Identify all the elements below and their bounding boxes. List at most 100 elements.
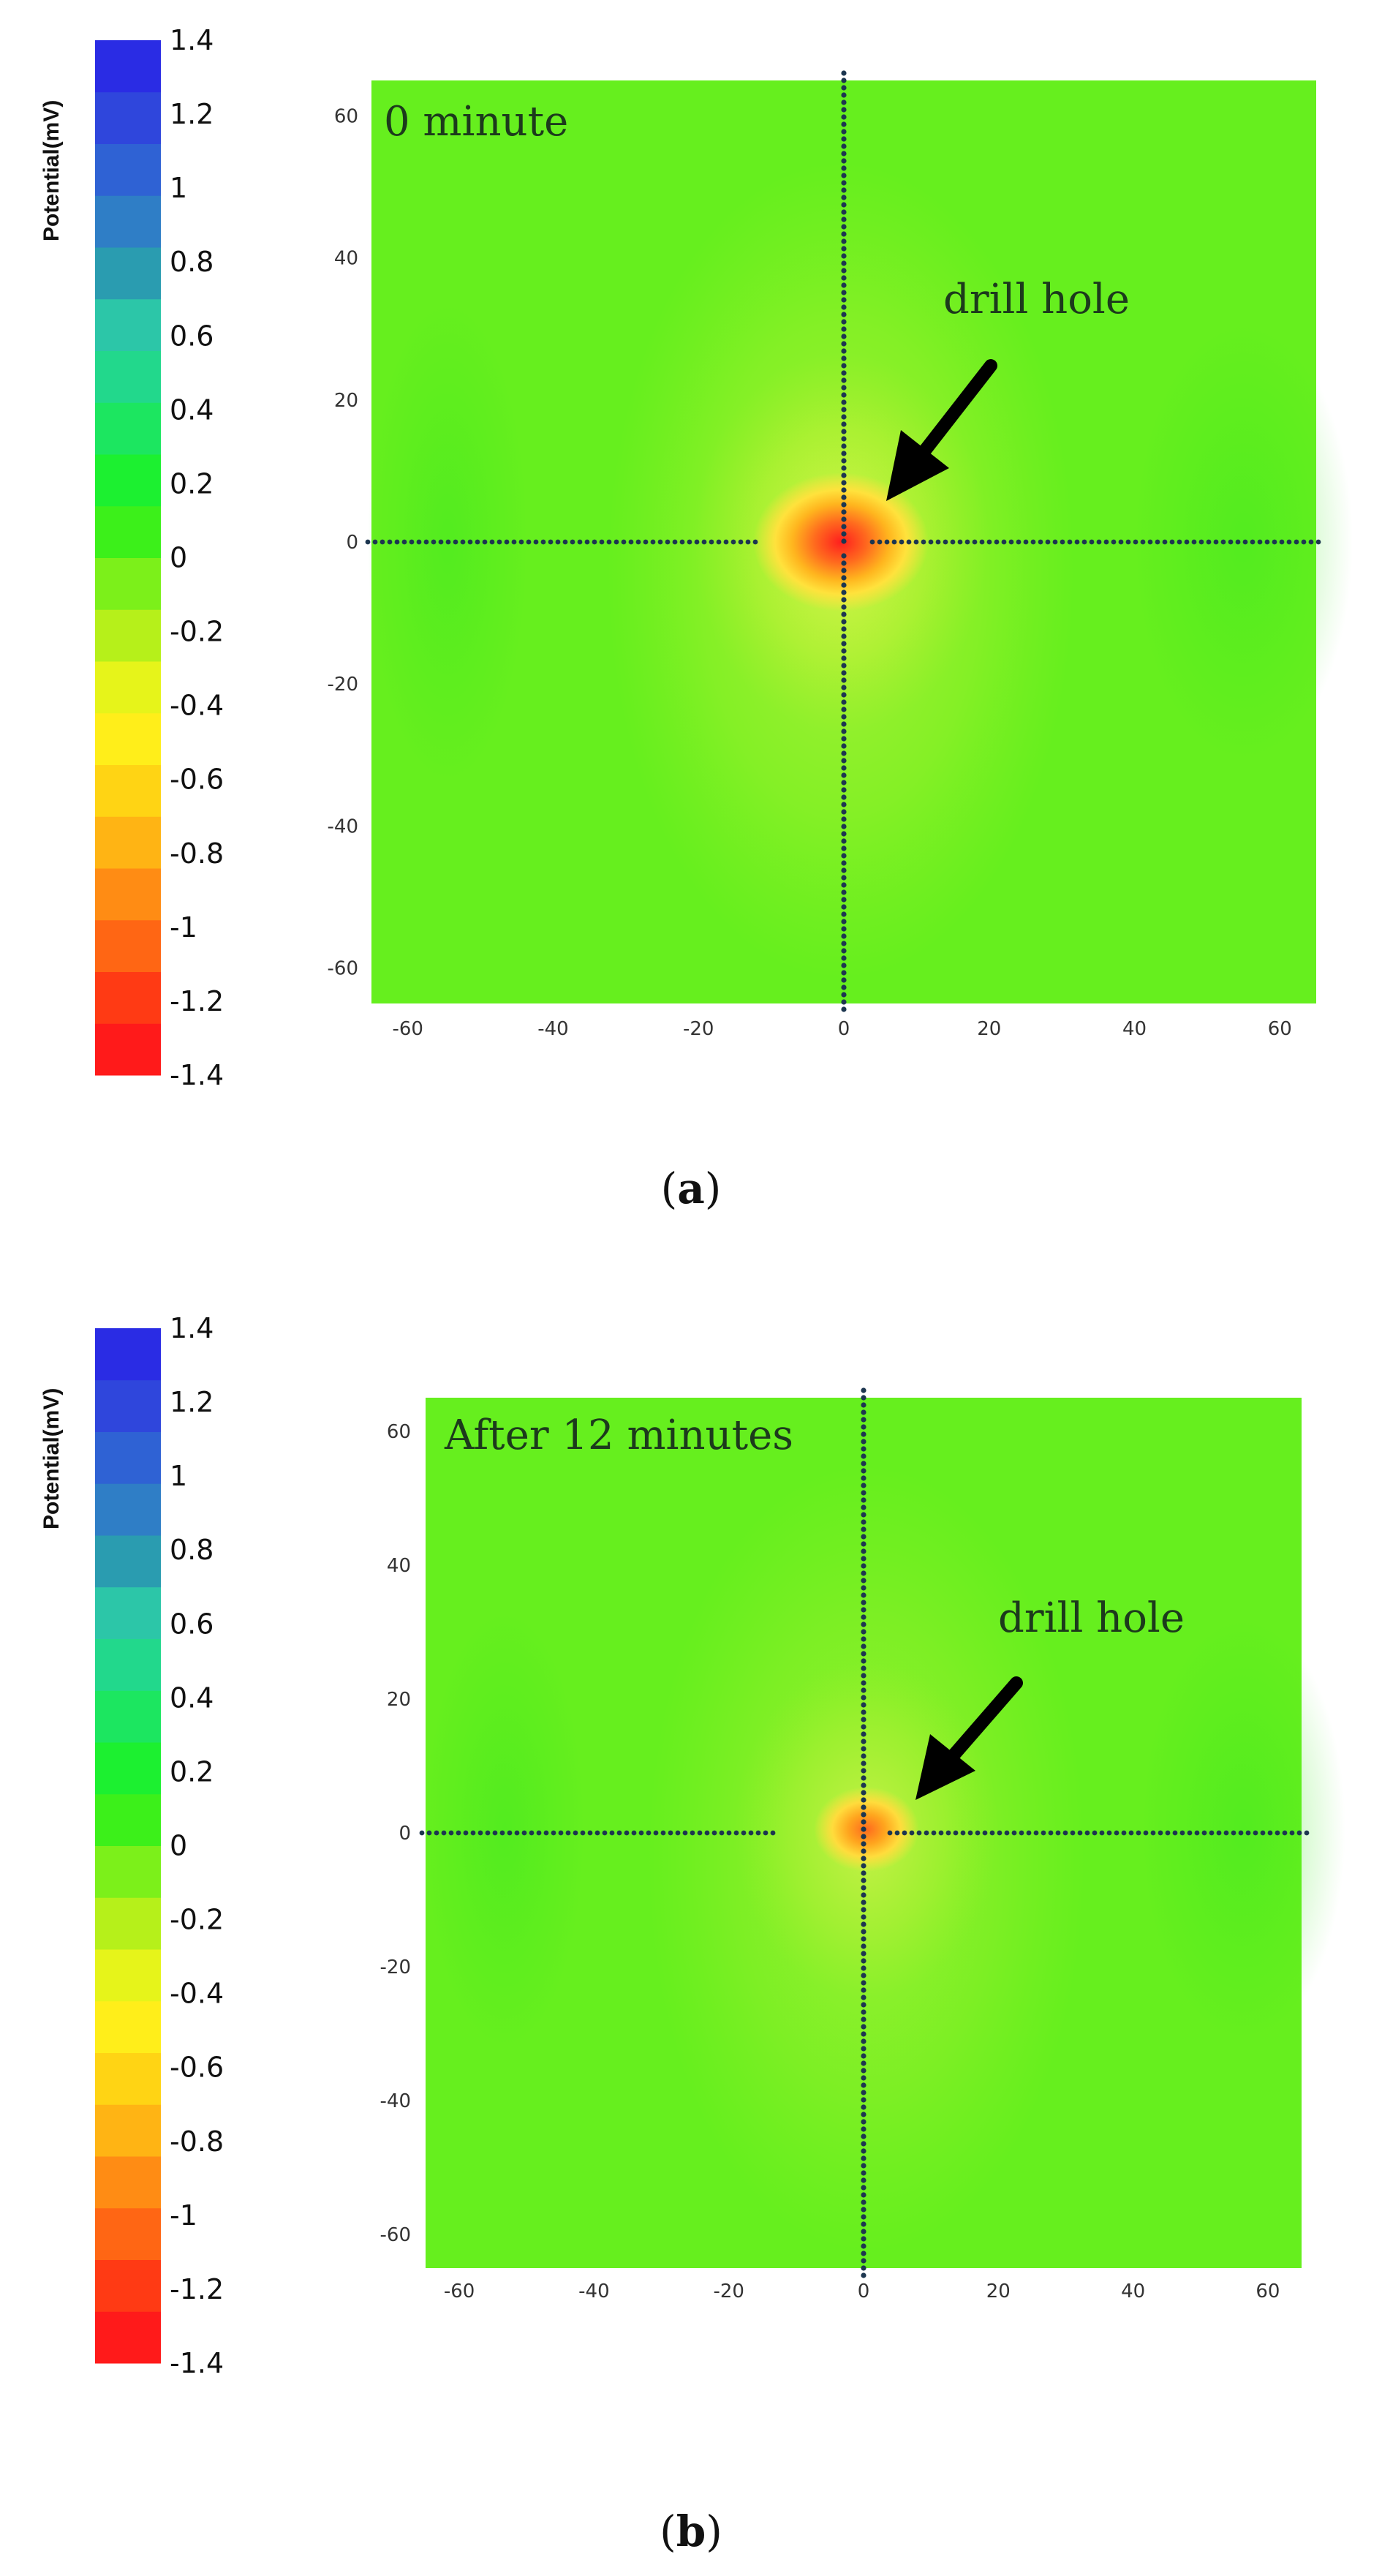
electrode-point — [841, 611, 847, 617]
y-tick-label: 60 — [334, 106, 358, 128]
colorbar: Potential(mV) 1.4 1.2 1 0.8 0.6 0.4 0.2 0 -0.2 -0… — [39, 1312, 224, 2379]
electrode-point — [1023, 539, 1029, 545]
electrode-point — [841, 846, 847, 851]
electrode-point — [861, 1834, 866, 1839]
drill-hole-arrow — [886, 359, 997, 501]
y-tick-label: 20 — [387, 1689, 411, 1711]
electrode-point — [477, 1830, 483, 1836]
electrode-point — [841, 151, 847, 157]
electrode-point — [861, 1958, 866, 1964]
electrode-point — [841, 260, 847, 266]
electrode-point — [972, 539, 978, 545]
electrode-point — [1191, 539, 1197, 545]
electrode-point — [1184, 539, 1190, 545]
electrode-point — [861, 1899, 866, 1905]
electrode-point — [841, 626, 847, 632]
electrode-point — [841, 99, 847, 105]
electrode-point — [877, 539, 883, 545]
electrode-point — [841, 538, 847, 544]
electrode-point — [861, 2148, 866, 2154]
electrode-point — [584, 539, 590, 545]
electrode-point — [861, 2082, 866, 2088]
electrode-point — [482, 539, 488, 545]
electrode-point — [841, 648, 847, 654]
electrode-point — [861, 2053, 866, 2059]
electrode-point — [841, 904, 847, 910]
caption-letter-b: b — [676, 2507, 706, 2556]
electrode-point — [861, 1907, 866, 1913]
electrode-point — [861, 1578, 866, 1583]
electrode-point — [365, 539, 371, 545]
electrode-point — [387, 539, 393, 545]
electrode-point — [861, 1951, 866, 1957]
y-tick-label: 20 — [334, 390, 358, 412]
drill-hole-label: drill hole — [998, 1594, 1185, 1642]
electrode-point — [514, 1830, 520, 1836]
colorbar-swatch — [95, 298, 161, 351]
electrode-point — [861, 1826, 866, 1832]
electrode-point — [521, 1830, 527, 1836]
colorbar-swatch — [95, 1690, 161, 1743]
electrode-point — [841, 984, 847, 990]
electrode-point — [1179, 1830, 1185, 1836]
electrode-point — [726, 1830, 732, 1836]
electrode-point — [861, 1943, 866, 1949]
electrode-point — [665, 539, 671, 545]
electrode-point — [916, 1830, 922, 1836]
electrode-point — [902, 1830, 907, 1836]
electrode-point — [861, 1760, 866, 1766]
electrode-point — [957, 539, 963, 545]
electrode-point — [841, 926, 847, 932]
electrode-point — [861, 2046, 866, 2052]
electrode-point — [861, 1402, 866, 1408]
colorbar-tick-label: -0.2 — [170, 616, 224, 648]
electrode-point — [679, 539, 685, 545]
electrode-point — [841, 173, 847, 178]
electrode-point — [861, 2177, 866, 2183]
electrode-point — [1026, 1830, 1032, 1836]
electrode-point — [861, 1387, 866, 1393]
electrode-point — [1041, 1830, 1046, 1836]
electrode-point — [841, 582, 847, 588]
electrode-point — [841, 509, 847, 515]
y-tick-label: -60 — [380, 2224, 411, 2246]
electrode-point — [841, 158, 847, 164]
electrode-point — [861, 2024, 866, 2030]
electrode-point — [1004, 1830, 1010, 1836]
colorbar-tick-label: -0.6 — [170, 2052, 224, 2084]
electrode-point — [861, 2185, 866, 2191]
electrode-point — [1308, 539, 1314, 545]
electrode-point — [660, 1830, 666, 1836]
electrode-point — [841, 802, 847, 807]
electrode-point — [982, 1830, 988, 1836]
electrode-point — [861, 1973, 866, 1978]
electrode-point — [861, 1556, 866, 1562]
electrode-point — [841, 195, 847, 200]
electrode-point — [841, 553, 847, 559]
electrode-point — [861, 1651, 866, 1657]
electrode-point — [1209, 1830, 1215, 1836]
electrode-point — [704, 1830, 710, 1836]
electrode-point — [861, 2134, 866, 2139]
electrode-point — [841, 136, 847, 142]
electrode-point — [540, 539, 546, 545]
colorbar: Potential(mV) 1.4 1.2 1 0.8 0.6 0.4 0.2 0 -0.2 -0… — [39, 24, 224, 1091]
electrode-point — [841, 948, 847, 954]
electrode-point — [1238, 1830, 1244, 1836]
electrode-point — [453, 539, 458, 545]
electrode-point — [1279, 539, 1285, 545]
electrode-point — [485, 1830, 491, 1836]
colorbar-swatch — [95, 2000, 161, 2053]
electrode-point — [841, 560, 847, 566]
electrode-point — [841, 209, 847, 215]
electrode-point — [1213, 539, 1219, 545]
electrode-point — [841, 348, 847, 354]
electrode-point — [613, 539, 619, 545]
electrode-point — [841, 597, 847, 603]
electrode-point — [602, 1830, 608, 1836]
electrode-point — [1198, 539, 1204, 545]
electrode-point — [1114, 1830, 1119, 1836]
panel-b-svg: Potential(mV) 1.4 1.2 1 0.8 0.6 0.4 0.2 0 -0.2 -0… — [39, 1312, 1345, 2556]
electrode-point — [861, 2214, 866, 2220]
electrode-point — [841, 728, 847, 734]
